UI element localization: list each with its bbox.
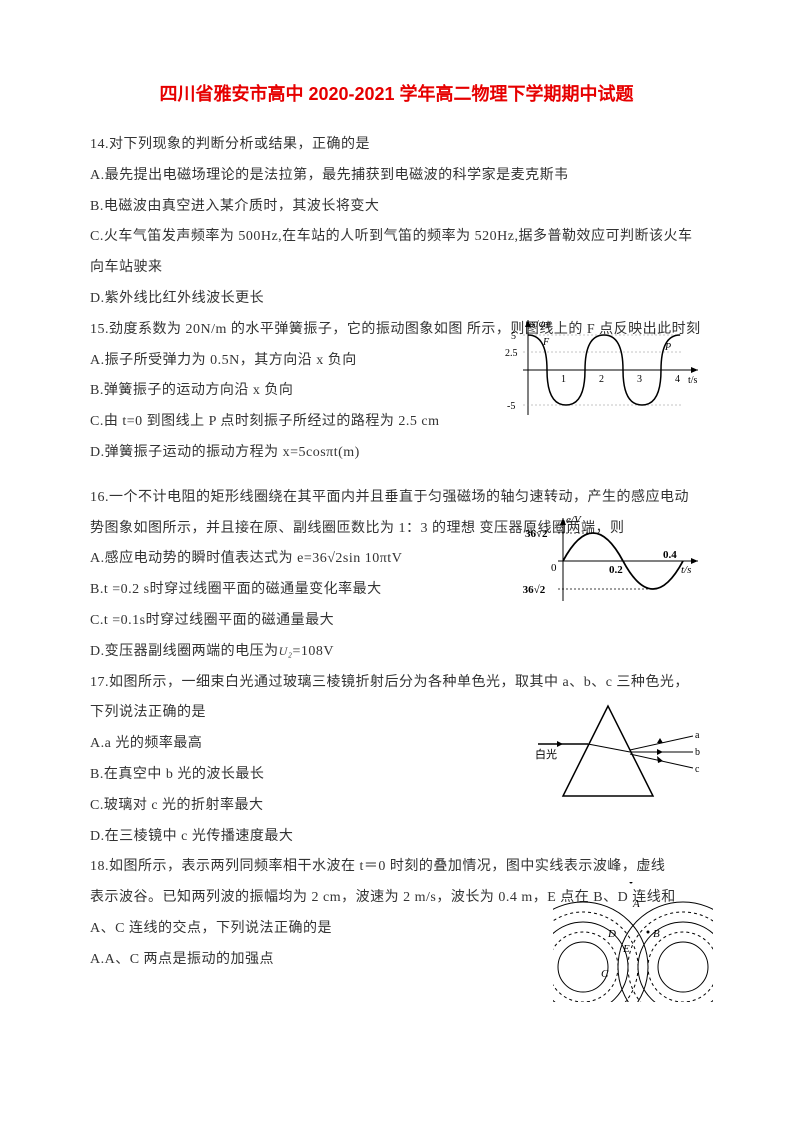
y-axis-label: x/cm <box>531 319 551 330</box>
svg-text:0.4: 0.4 <box>663 549 677 561</box>
svg-text:D: D <box>607 928 616 940</box>
white-light-label: 白光 <box>535 747 557 761</box>
svg-text:A: A <box>632 898 640 910</box>
q15-option-d: D.弹簧振子运动的振动方程为 x=5cosπt(m) <box>90 438 703 469</box>
q18-diagram: A B C D E <box>553 882 713 1002</box>
svg-text:2.5: 2.5 <box>505 348 518 359</box>
q16-option-c: C.t =0.1s时穿过线圈平面的磁通量最大 <box>90 606 480 637</box>
svg-text:c: c <box>695 764 700 775</box>
q14-option-d: D.紫外线比红外线波长更长 <box>90 284 703 315</box>
svg-text:1: 1 <box>561 374 566 385</box>
q15-chart: x/cm t/s 5 2.5 -5 1 2 3 4 F P <box>503 315 703 425</box>
svg-text:-5: -5 <box>507 401 515 412</box>
svg-text:0: 0 <box>551 562 557 574</box>
question-16: 16.一个不计电阻的矩形线圈绕在其平面内并且垂直于匀强磁场的轴匀速转动，产生的感… <box>90 483 703 668</box>
svg-text:0.2: 0.2 <box>609 564 623 576</box>
svg-text:P: P <box>664 342 671 353</box>
question-17: 17.如图所示，一细束白光通过玻璃三棱镜折射后分为各种单色光，取其中 a、b、c… <box>90 668 703 853</box>
q14-option-b: B.电磁波由真空进入某介质时，其波长将变大 <box>90 192 703 223</box>
q18-stem-3: A、C 连线的交点，下列说法正确的是 <box>90 914 480 945</box>
y-axis-label: e/V <box>566 514 582 526</box>
svg-text:a: a <box>695 730 700 741</box>
svg-text:2: 2 <box>599 374 604 385</box>
q16-d-suffix: =108V <box>292 644 334 659</box>
svg-text:B: B <box>653 928 660 940</box>
q14-option-c: C.火车气笛发声频率为 500Hz,在车站的人听到气笛的频率为 520Hz,据多… <box>90 222 703 284</box>
q15-option-b: B.弹簧振子的运动方向沿 x 负向 <box>90 376 480 407</box>
svg-text:F: F <box>542 337 550 348</box>
q17-option-a: A.a 光的频率最高 <box>90 729 480 760</box>
question-14: 14.对下列现象的判断分析或结果，正确的是 A.最先提出电磁场理论的是法拉第，最… <box>90 130 703 315</box>
svg-text:b: b <box>695 747 700 758</box>
q16-option-d: D.变压器副线圈两端的电压为U₂=108V <box>90 637 703 668</box>
svg-text:3: 3 <box>637 374 642 385</box>
q17-option-b: B.在真空中 b 光的波长最长 <box>90 760 480 791</box>
svg-text:36√2: 36√2 <box>525 528 548 540</box>
q16-d-u2: U₂ <box>279 644 293 658</box>
svg-text:C: C <box>601 968 609 980</box>
x-axis-label: t/s <box>688 375 698 386</box>
q17-option-d: D.在三棱镜中 c 光传播速度最大 <box>90 822 703 853</box>
svg-text:-36√2: -36√2 <box>523 584 546 596</box>
question-18: 18.如图所示，表示两列同频率相干水波在 t＝0 时刻的叠加情况，图中实线表示波… <box>90 852 703 975</box>
q16-chart: e/V t/s 36√2 0 -36√2 0.2 0.4 <box>523 513 703 608</box>
q18-stem-1: 18.如图所示，表示两列同频率相干水波在 t＝0 时刻的叠加情况，图中实线表示波… <box>90 852 703 883</box>
q17-diagram: 白光 a b c <box>533 696 703 811</box>
q16-option-a: A.感应电动势的瞬时值表达式为 e=36√2sin 10πtV <box>90 544 480 575</box>
q14-option-a: A.最先提出电磁场理论的是法拉第，最先捕获到电磁波的科学家是麦克斯韦 <box>90 161 703 192</box>
q14-stem: 14.对下列现象的判断分析或结果，正确的是 <box>90 130 703 161</box>
svg-text:E: E <box>622 943 630 955</box>
svg-text:5: 5 <box>511 331 516 342</box>
q15-option-a: A.振子所受弹力为 0.5N，其方向沿 x 负向 <box>90 346 480 377</box>
q18-option-a: A.A、C 两点是振动的加强点 <box>90 945 480 976</box>
question-15: 15.劲度系数为 20N/m 的水平弹簧振子，它的振动图象如图 所示，则图线上的… <box>90 315 703 469</box>
x-axis-label: t/s <box>681 564 691 576</box>
svg-text:4: 4 <box>675 374 680 385</box>
q16-d-prefix: D.变压器副线圈两端的电压为 <box>90 644 279 659</box>
q16-option-b: B.t =0.2 s时穿过线圈平面的磁通量变化率最大 <box>90 575 480 606</box>
exam-title: 四川省雅安市高中 2020-2021 学年高二物理下学期期中试题 <box>90 80 703 106</box>
q17-option-c: C.玻璃对 c 光的折射率最大 <box>90 791 480 822</box>
